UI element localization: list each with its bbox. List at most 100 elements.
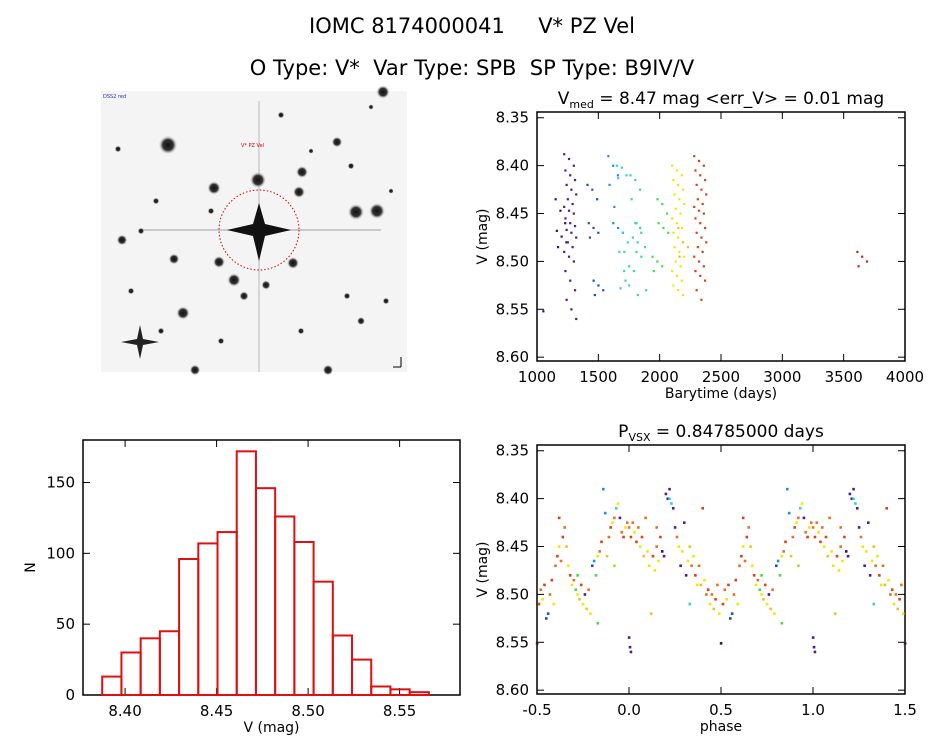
y-axis-label: V (mag) [475,208,491,264]
data-point [630,198,633,201]
data-point [680,174,683,177]
data-point [634,178,637,182]
data-point [683,255,686,258]
data-point [787,511,791,515]
data-point [802,516,806,520]
data-point [649,612,653,615]
data-point [693,205,696,209]
data-point [633,530,636,534]
data-point [537,602,541,606]
data-point [678,250,681,254]
data-point [859,535,863,539]
data-point [576,593,579,596]
data-point [597,284,600,287]
data-point [638,188,642,191]
data-point [894,593,898,596]
data-point [837,569,841,572]
data-point [573,224,577,228]
data-point [686,559,690,563]
data-point [675,222,679,225]
data-point [694,169,697,172]
y-tick-label: 8.60 [496,348,529,366]
data-point [671,217,674,220]
data-point [565,228,568,231]
histogram-bar [331,634,354,696]
data-point [856,250,859,254]
data-point [572,578,576,582]
data-point [763,583,767,587]
histogram-bar [235,450,257,697]
data-point [648,564,651,568]
data-point [638,545,642,548]
data-point [679,564,682,568]
histogram-bar [158,630,181,696]
data-point [680,279,683,282]
data-point [699,274,702,277]
data-point [730,612,734,615]
data-point [543,583,546,587]
data-point [585,607,589,611]
data-point [776,559,780,563]
data-point [675,535,679,539]
data-point [572,212,575,215]
data-point [861,255,864,258]
data-point [564,217,567,220]
data-point [760,574,763,577]
x-tick-label: 8.50 [291,702,324,720]
data-point [565,183,568,186]
data-point [817,530,820,534]
star [286,256,300,270]
histogram-bar [293,541,315,696]
data-point [659,535,662,539]
data-point [662,554,666,558]
target-star [227,203,291,261]
data-point [903,642,907,645]
axes-frame [82,439,461,696]
data-point [618,250,621,254]
data-point [644,516,647,520]
star [152,197,160,205]
data-point [865,260,869,263]
data-point [643,246,647,249]
data-point [833,612,837,615]
data-point [640,535,644,539]
data-point [701,202,704,206]
data-point [574,588,578,592]
x-axis-label: phase [700,719,742,735]
data-point [592,226,595,230]
data-point [702,265,705,268]
data-point [616,174,620,177]
data-point [848,492,852,496]
data-point [586,183,589,186]
data-point [651,554,655,558]
target-circle [218,189,300,271]
data-point [681,550,684,553]
data-point [556,246,560,249]
data-point [751,564,754,568]
data-point [666,497,670,501]
data-point [613,205,616,209]
data-point [672,231,675,234]
star [176,306,190,320]
data-point [784,540,787,544]
data-point [678,198,681,201]
data-point [570,308,573,311]
data-point [563,250,566,254]
data-point [576,574,579,577]
y-tick-label: 150 [46,474,75,492]
data-point [879,583,883,587]
data-point [723,588,727,592]
data-point [592,559,596,563]
data-point [702,164,705,167]
x-tick-label: 2000 [641,368,679,386]
star [158,135,178,155]
data-point [631,236,634,239]
data-point [702,212,705,215]
data-point [703,279,707,282]
data-point [806,535,809,539]
histogram-bar [370,685,392,696]
data-point [680,226,683,230]
data-point [684,574,688,577]
data-point [797,516,800,520]
data-point [819,540,822,544]
